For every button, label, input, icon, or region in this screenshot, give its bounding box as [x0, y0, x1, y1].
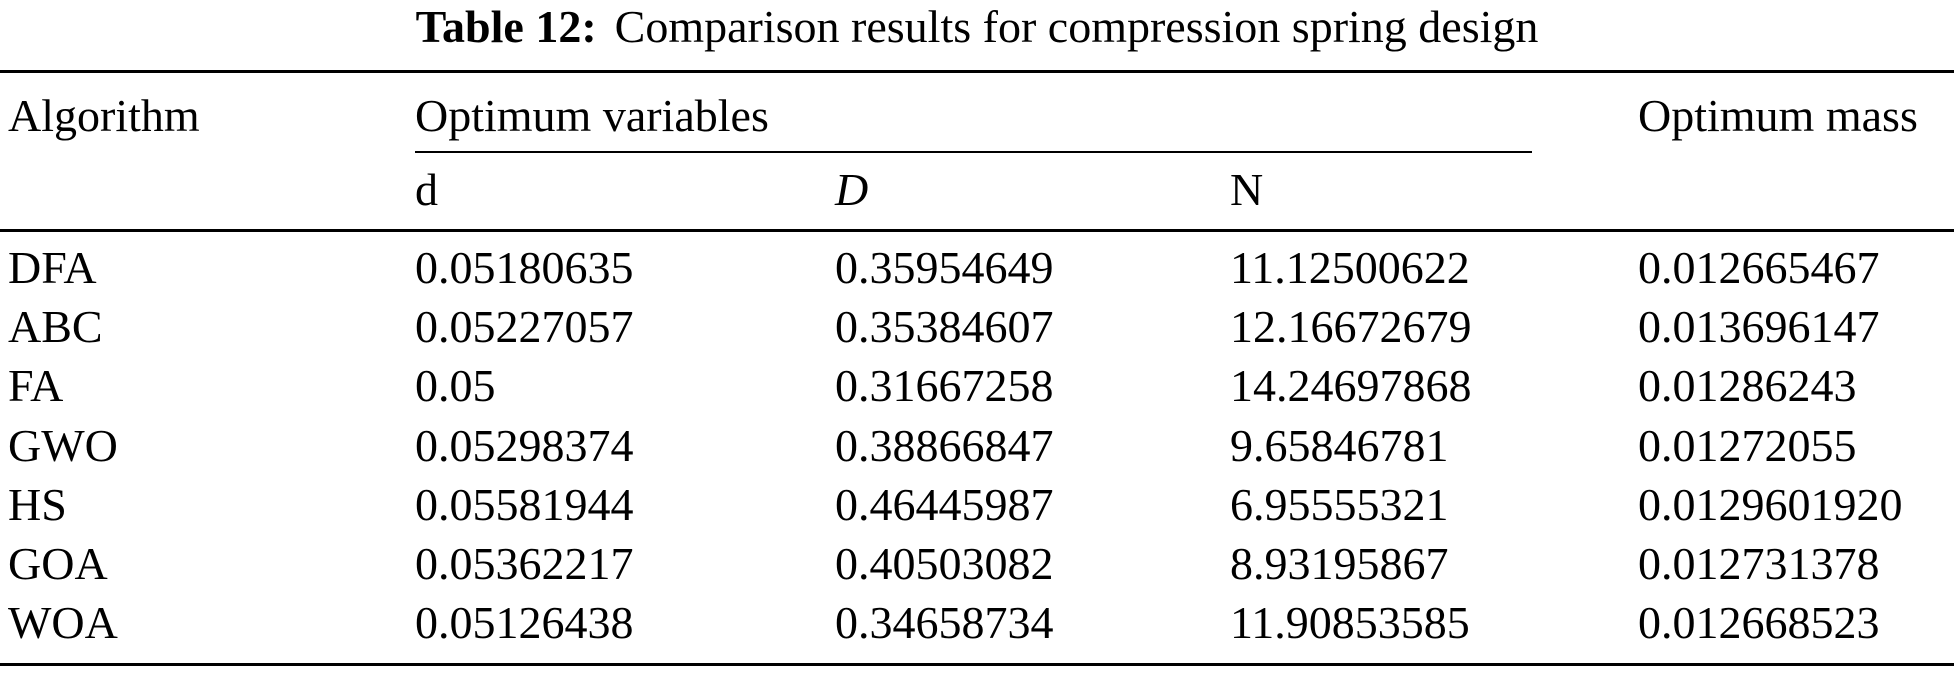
table-row: FA 0.05 0.31667258 14.24697868 0.01286243 — [0, 356, 1954, 415]
cell-D: 0.40503082 — [835, 538, 1054, 590]
table-row: GOA 0.05362217 0.40503082 8.93195867 0.01273… — [0, 534, 1954, 593]
cell-optimum-mass: 0.012731378 — [1638, 538, 1880, 590]
cell-optimum-mass: 0.013696147 — [1638, 301, 1880, 353]
cell-optimum-mass: 0.01286243 — [1638, 360, 1857, 412]
cell-N: 11.12500622 — [1230, 242, 1470, 294]
table-row: GWO 0.05298374 0.38866847 9.65846781 0.01272… — [0, 416, 1954, 475]
cell-d: 0.05227057 — [415, 301, 634, 353]
table-row: WOA 0.05126438 0.34658734 11.90853585 0.0126… — [0, 593, 1954, 652]
cell-optimum-mass: 0.012668523 — [1638, 597, 1880, 649]
cell-algorithm: GOA — [8, 538, 108, 590]
cell-algorithm: FA — [8, 360, 64, 412]
cell-algorithm: DFA — [8, 242, 97, 294]
table-row: ABC 0.05227057 0.35384607 12.16672679 0.0136… — [0, 297, 1954, 356]
cell-optimum-mass: 0.012665467 — [1638, 242, 1880, 294]
table-caption: Table 12: Comparison results for compress… — [0, 0, 1954, 53]
cell-N: 9.65846781 — [1230, 419, 1449, 471]
table-row: DFA 0.05180635 0.35954649 11.12500622 0.0126… — [0, 238, 1954, 297]
table-caption-text: Comparison results for compression sprin… — [614, 1, 1539, 52]
table-caption-number: Table 12: — [415, 1, 597, 52]
table-subheader-row: d D N — [0, 160, 1954, 218]
col-header-optimum-mass: Optimum mass — [1638, 89, 1918, 141]
group-underline-rule — [415, 151, 1532, 153]
cell-N: 11.90853585 — [1230, 597, 1470, 649]
cell-algorithm: ABC — [8, 301, 103, 353]
header-rule — [0, 229, 1954, 232]
cell-D: 0.35384607 — [835, 301, 1054, 353]
table-row: HS 0.05581944 0.46445987 6.95555321 0.012960… — [0, 475, 1954, 534]
cell-d: 0.05126438 — [415, 597, 634, 649]
cell-D: 0.46445987 — [835, 478, 1054, 530]
cell-algorithm: GWO — [8, 419, 118, 471]
subcol-header-D: D — [835, 163, 869, 215]
cell-optimum-mass: 0.0129601920 — [1638, 478, 1903, 530]
cell-algorithm: HS — [8, 478, 67, 530]
cell-N: 8.93195867 — [1230, 538, 1449, 590]
table-body: DFA 0.05180635 0.35954649 11.12500622 0.0126… — [0, 238, 1954, 652]
col-header-algorithm: Algorithm — [8, 89, 200, 141]
cell-optimum-mass: 0.01272055 — [1638, 419, 1857, 471]
cell-N: 12.16672679 — [1230, 301, 1472, 353]
col-group-header-optimum-variables: Optimum variables — [415, 89, 769, 141]
cell-D: 0.31667258 — [835, 360, 1054, 412]
cell-d: 0.05298374 — [415, 419, 634, 471]
cell-d: 0.05 — [415, 360, 496, 412]
cell-d: 0.05180635 — [415, 242, 634, 294]
table-header-row: Algorithm Optimum variables Optimum mass — [0, 85, 1954, 145]
cell-D: 0.38866847 — [835, 419, 1054, 471]
cell-algorithm: WOA — [8, 597, 118, 649]
top-rule — [0, 70, 1954, 73]
cell-d: 0.05581944 — [415, 478, 634, 530]
subcol-header-d: d — [415, 163, 438, 215]
cell-N: 6.95555321 — [1230, 478, 1449, 530]
cell-D: 0.35954649 — [835, 242, 1054, 294]
cell-N: 14.24697868 — [1230, 360, 1472, 412]
cell-D: 0.34658734 — [835, 597, 1054, 649]
bottom-rule — [0, 663, 1954, 666]
subcol-header-N: N — [1230, 163, 1264, 215]
cell-d: 0.05362217 — [415, 538, 634, 590]
